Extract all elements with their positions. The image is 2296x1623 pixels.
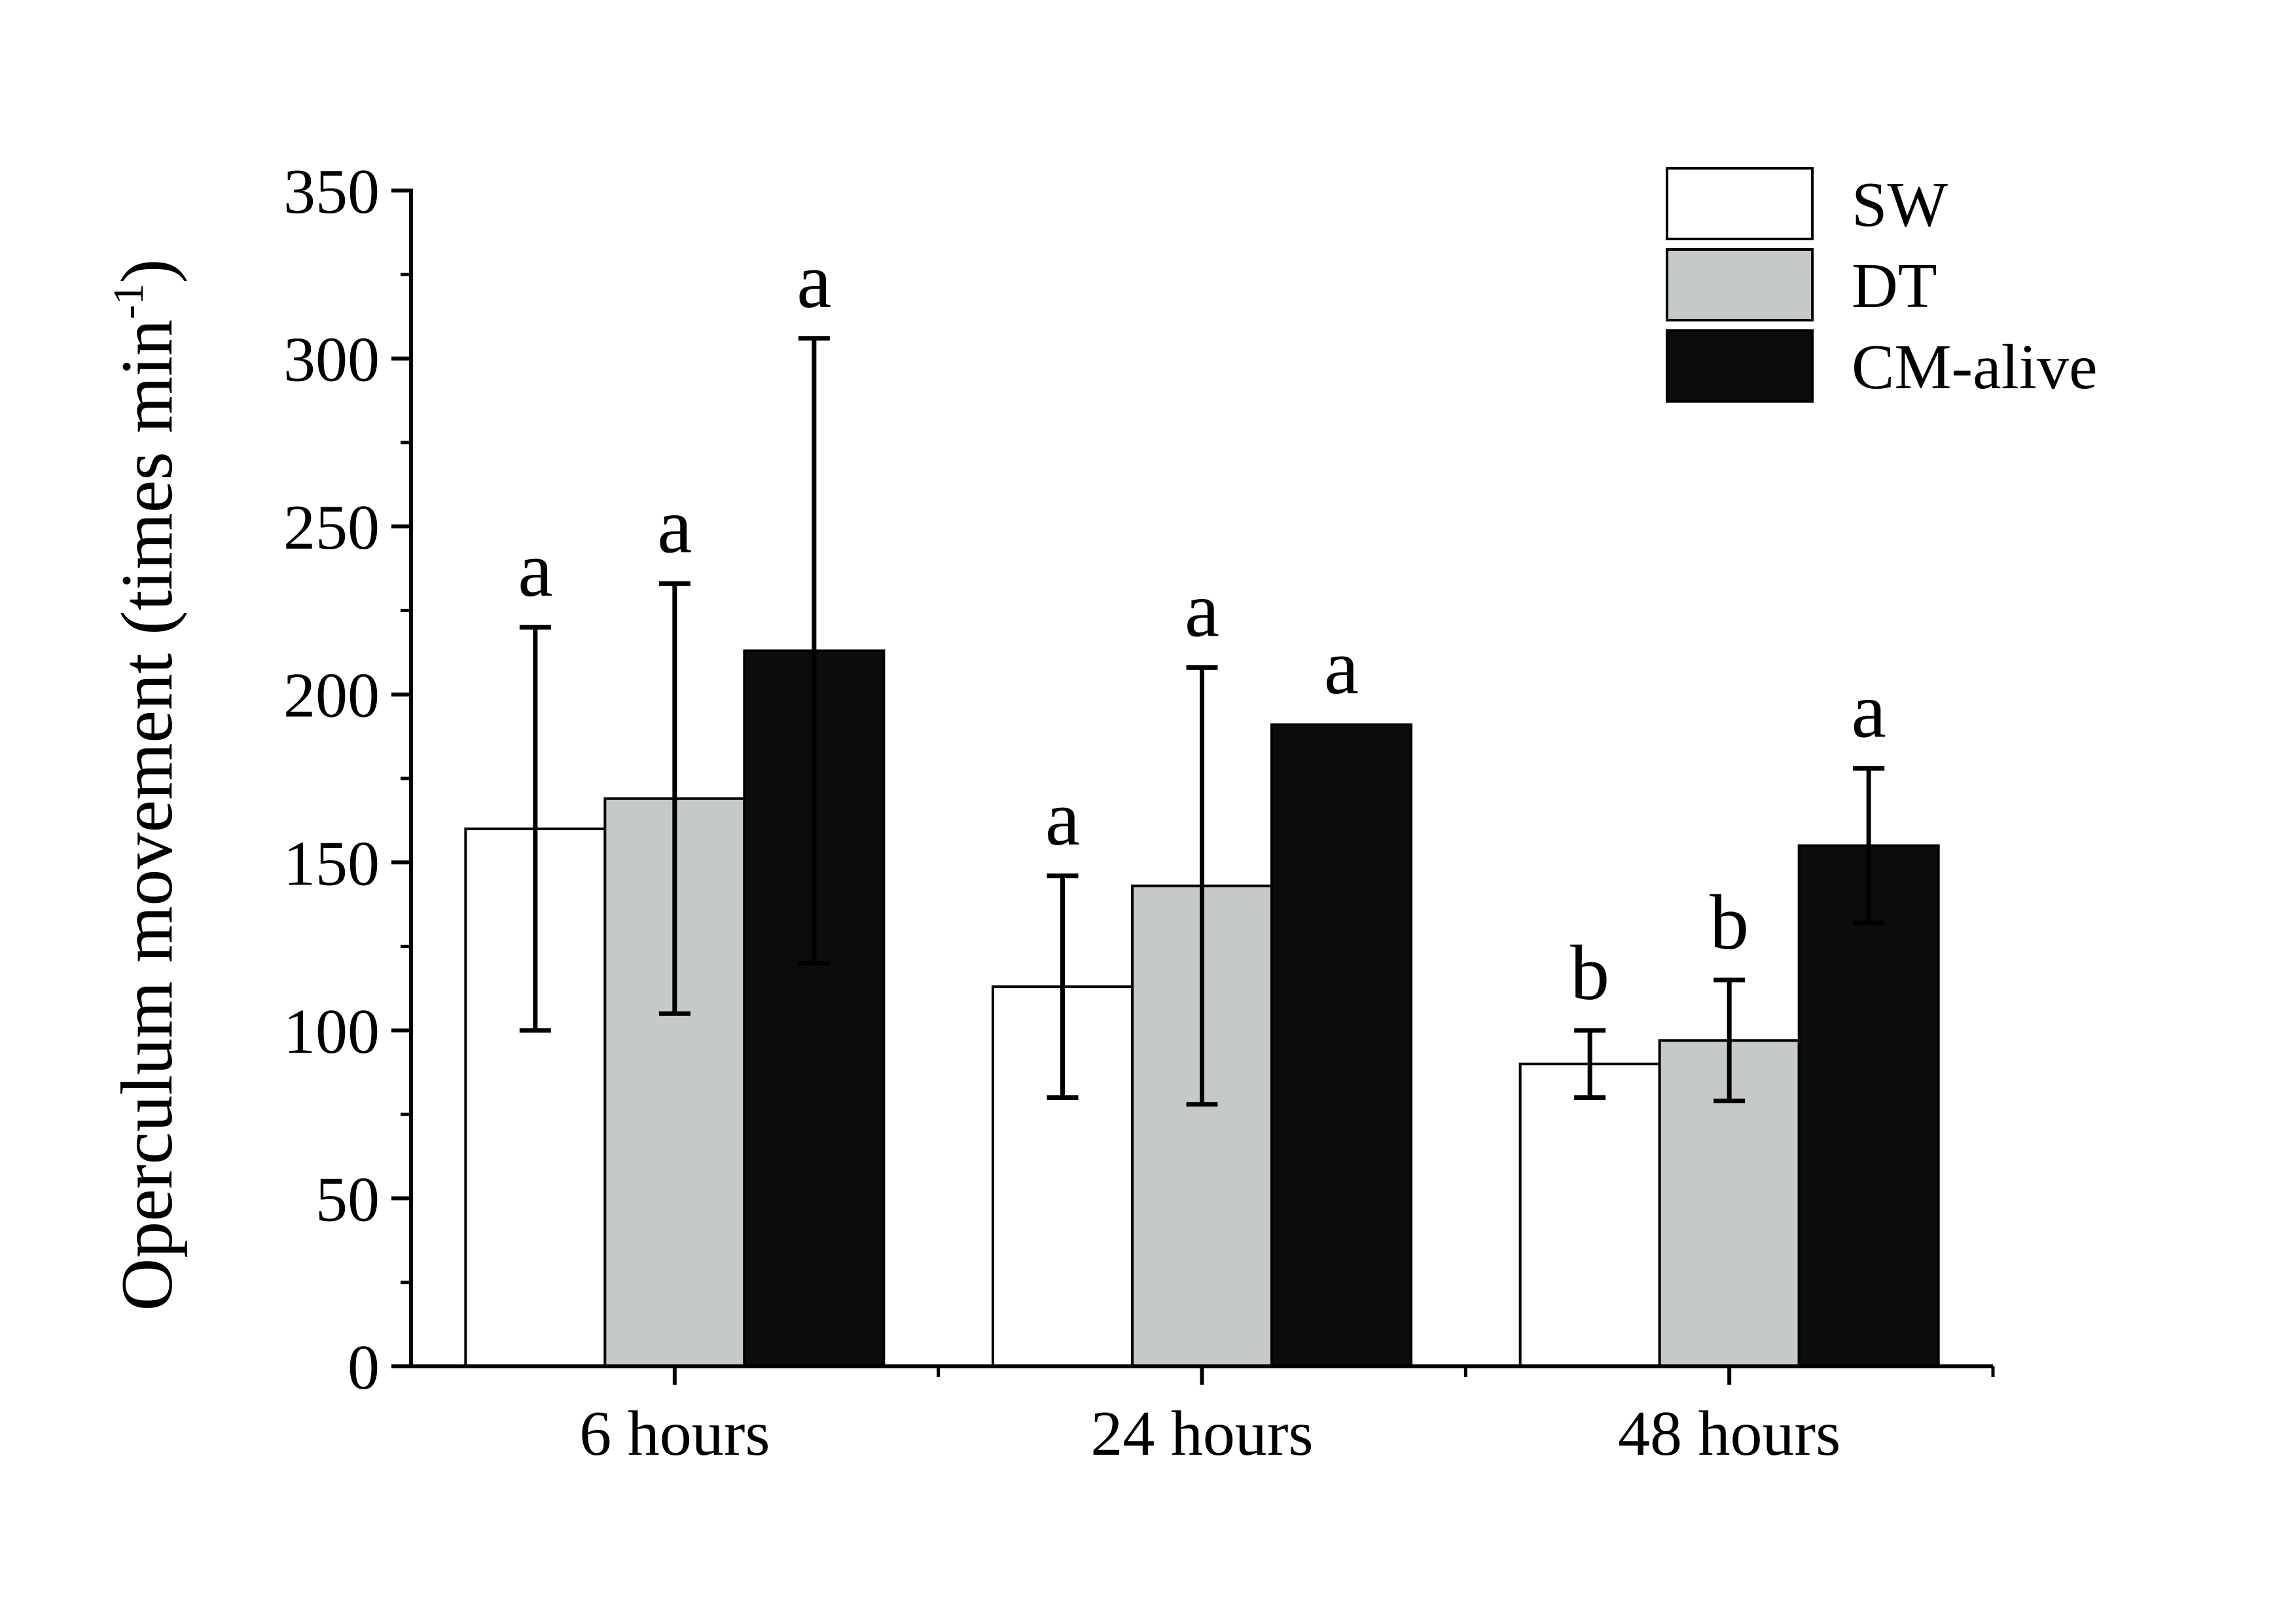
- y-axis-label-superscript: -1: [105, 283, 152, 319]
- error-bars-layer: [519, 336, 1885, 1107]
- y-axis-label-close: ): [107, 259, 188, 283]
- significance-letter: a: [797, 237, 831, 324]
- significance-letter: b: [1710, 879, 1749, 966]
- significance-letter: a: [1324, 623, 1359, 710]
- x-tick-label: 6 hours: [579, 1398, 770, 1469]
- y-axis-label-main: Operculum movement (times min: [107, 319, 188, 1311]
- y-tick-label: 200: [283, 661, 380, 731]
- legend-swatch-dt: [1666, 248, 1814, 321]
- bars-layer: [464, 649, 1940, 1368]
- y-tick-label: 250: [283, 492, 380, 563]
- legend-swatch-cm-alive: [1666, 329, 1814, 403]
- significance-letter: a: [1045, 775, 1080, 862]
- legend-label: SW: [1852, 170, 1948, 240]
- y-ticks-layer: 0 50 100 150 200 250 300 350: [283, 156, 411, 1403]
- x-tick-label: 24 hours: [1090, 1398, 1313, 1469]
- bar-sw-3: [1518, 1063, 1661, 1368]
- x-tick-label: 48 hours: [1618, 1398, 1840, 1469]
- y-axis-label: Operculum movement (times min-1): [105, 259, 188, 1311]
- legend: SW DT CM-alive: [1666, 167, 2098, 403]
- y-tick-label: 100: [283, 996, 380, 1067]
- y-tick-label: 0: [348, 1332, 380, 1403]
- significance-letter: a: [518, 526, 552, 613]
- legend-swatch-sw: [1666, 167, 1814, 240]
- significance-letter: b: [1570, 929, 1609, 1016]
- y-tick-label: 150: [283, 828, 380, 899]
- legend-label: DT: [1852, 251, 1937, 321]
- significance-letters-layer: a a a a a a b b a: [518, 237, 1886, 1016]
- significance-letter: a: [1185, 566, 1219, 653]
- significance-letter: a: [657, 482, 692, 569]
- significance-letter: a: [1852, 667, 1886, 754]
- y-tick-label: 300: [283, 325, 380, 395]
- x-ticks-layer: 6 hours 24 hours 48 hours: [579, 1366, 1995, 1469]
- y-tick-label: 50: [315, 1164, 380, 1235]
- bar-cm-alive-2: [1270, 723, 1412, 1368]
- legend-label: CM-alive: [1852, 332, 2098, 403]
- y-tick-label: 350: [283, 156, 380, 227]
